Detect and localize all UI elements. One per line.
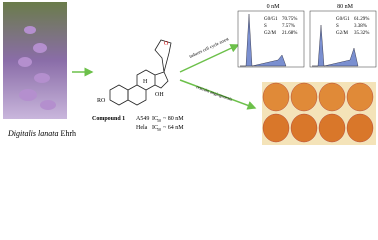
egg-image xyxy=(346,113,374,143)
phase-name: G0/G1 xyxy=(336,17,350,22)
panel-title: 0 nM xyxy=(267,4,281,10)
phase-name: S xyxy=(264,24,267,29)
source-caption: Digitalis lanata Ehrh xyxy=(7,129,76,138)
hydroxyl: OH xyxy=(155,92,164,98)
arrow xyxy=(179,44,240,73)
assay-sub: 50 xyxy=(157,118,161,123)
egg-image xyxy=(262,113,290,143)
histogram xyxy=(312,24,359,67)
assay-sub: 50 xyxy=(157,127,161,132)
assay-ic: IC xyxy=(152,125,158,131)
egg-image xyxy=(318,113,346,143)
cytometry-panels: 0 nM G0/G1 70.75% S 7.57% G2/M 21.68% 80 nM G0/G… xyxy=(237,4,377,68)
phase-name: G2/M xyxy=(264,31,277,36)
egg-image xyxy=(346,82,374,112)
phase-value: 35.32% xyxy=(354,31,369,36)
egg-image xyxy=(290,113,318,143)
arrow xyxy=(179,79,257,110)
arrow-label: restrain angiogenesis xyxy=(196,84,234,102)
assay-ic: IC xyxy=(152,116,158,122)
phase-value: 61.29% xyxy=(354,17,369,22)
phase-value: 70.75% xyxy=(282,17,297,22)
phase-value: 7.57% xyxy=(282,24,295,29)
histogram xyxy=(240,13,287,67)
egg-image xyxy=(262,82,290,112)
egg-images xyxy=(262,82,374,143)
phase-name: G2/M xyxy=(336,31,349,36)
panel-title: 80 nM xyxy=(337,4,354,10)
steroid-structure xyxy=(109,39,172,106)
phase-value: 3.38% xyxy=(354,24,367,29)
phase-value: 21.68% xyxy=(282,31,297,36)
egg-image xyxy=(290,82,318,112)
egg-image xyxy=(318,82,346,112)
assay-value: ~ 64 nM xyxy=(163,125,184,131)
h-label: H xyxy=(143,79,148,85)
graphical-abstract: Digitalis lanata Ehrh RO OH O H Compound… xyxy=(3,2,377,145)
author: Ehrh xyxy=(60,129,76,138)
arrow-label: induces cell cycle arrest xyxy=(188,36,230,59)
lactone-o: O xyxy=(164,41,169,47)
assay-cell: A549 xyxy=(136,116,149,122)
phase-name: G0/G1 xyxy=(264,17,278,22)
r-group: RO xyxy=(97,98,106,104)
genus: Digitalis lanata xyxy=(7,129,58,138)
page: Digitalis lanata Ehrh RO OH O H Compound… xyxy=(3,2,377,145)
plant-photo xyxy=(3,2,67,119)
compound-name: Compound 1 xyxy=(92,116,125,122)
flowers xyxy=(18,26,56,110)
assay-value: ~ 80 nM xyxy=(163,116,184,122)
phase-name: S xyxy=(336,24,339,29)
assay-cell: Hela xyxy=(136,125,148,131)
